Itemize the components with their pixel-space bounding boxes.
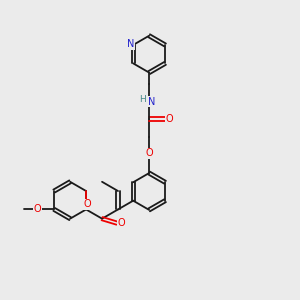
- Text: H: H: [139, 95, 146, 104]
- Text: O: O: [118, 218, 125, 228]
- Text: N: N: [127, 39, 134, 50]
- Text: N: N: [148, 97, 156, 107]
- Text: O: O: [145, 148, 153, 158]
- Text: O: O: [166, 114, 173, 124]
- Text: O: O: [84, 200, 92, 209]
- Text: O: O: [33, 204, 41, 214]
